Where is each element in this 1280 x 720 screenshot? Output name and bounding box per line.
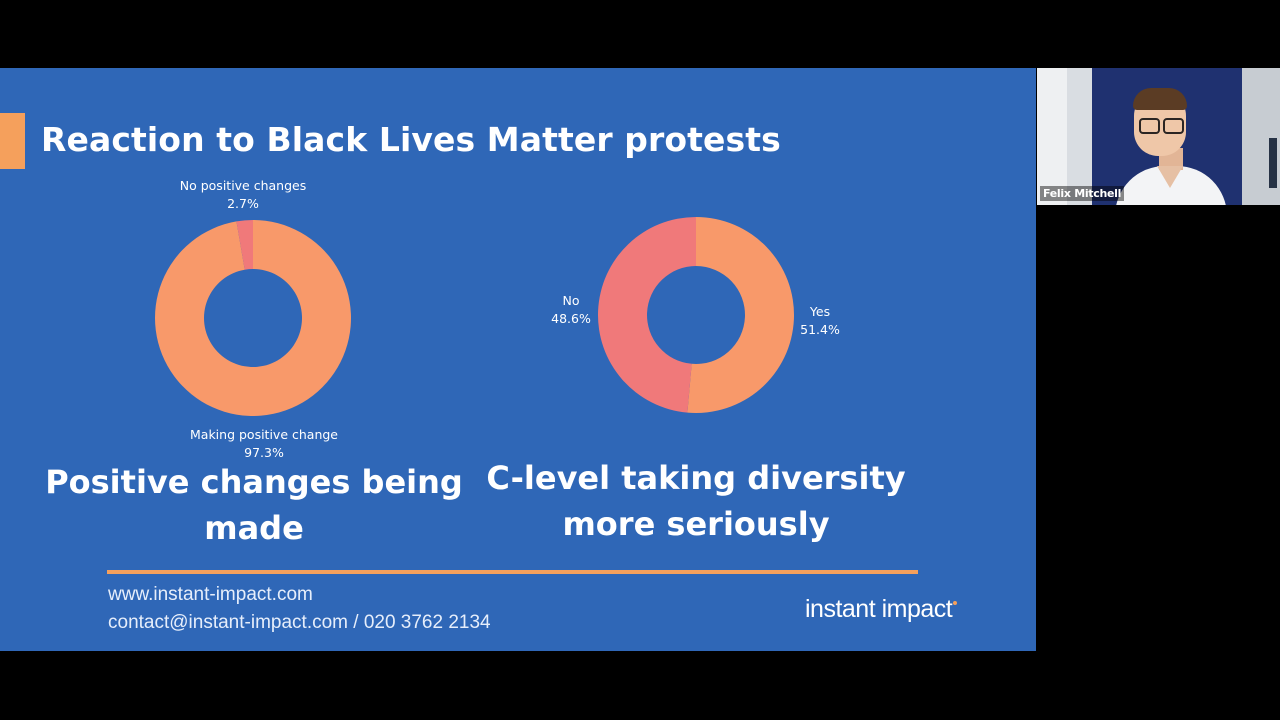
donut-slice-no-positive-changes [236, 220, 253, 270]
slice-label-name: Making positive change [190, 427, 338, 442]
slice-label-value: 2.7% [227, 196, 259, 211]
donut-slices [598, 217, 794, 413]
donut-slice-no [598, 217, 696, 413]
participant-hair [1133, 88, 1187, 110]
title-accent-bar [0, 113, 25, 169]
glasses-icon [1163, 118, 1184, 134]
donut-slice-making-positive-change [155, 220, 351, 416]
slice-label-value: 97.3% [244, 445, 284, 460]
slide-title: Reaction to Black Lives Matter protests [41, 120, 781, 159]
instant-impact-logo: instant impact [805, 595, 958, 624]
donut-slices [155, 220, 351, 416]
glasses-icon [1139, 118, 1160, 134]
slice-label-name: Yes [809, 304, 830, 319]
slice-label-name: No [563, 293, 580, 308]
footer-divider [107, 570, 918, 574]
chart-caption: C-level taking diversity more seriously [486, 459, 906, 543]
slice-label-name: No positive changes [180, 178, 307, 193]
background-picture-frame [1269, 138, 1277, 188]
shared-slide: Reaction to Black Lives Matter protests … [0, 68, 1036, 651]
donut-chart-c-level-diversity: No 48.6% Yes 51.4% [551, 217, 840, 413]
donut-chart-positive-changes: No positive changes 2.7% Making positive… [155, 178, 351, 460]
participant-name-label: Felix Mitchell [1040, 186, 1125, 201]
donut-slice-yes [687, 217, 794, 413]
slice-label-value: 48.6% [551, 311, 591, 326]
participant-video-tile[interactable]: Felix Mitchell [1037, 68, 1280, 205]
slice-label-value: 51.4% [800, 322, 840, 337]
footer-contact: contact@instant-impact.com / 020 3762 21… [108, 612, 491, 633]
logo-text: instant impact [805, 595, 953, 623]
logo-dot-icon [953, 601, 958, 605]
footer-website: www.instant-impact.com [108, 584, 313, 605]
chart-caption: Positive changes being made [45, 463, 463, 547]
background-wall [1037, 68, 1067, 205]
